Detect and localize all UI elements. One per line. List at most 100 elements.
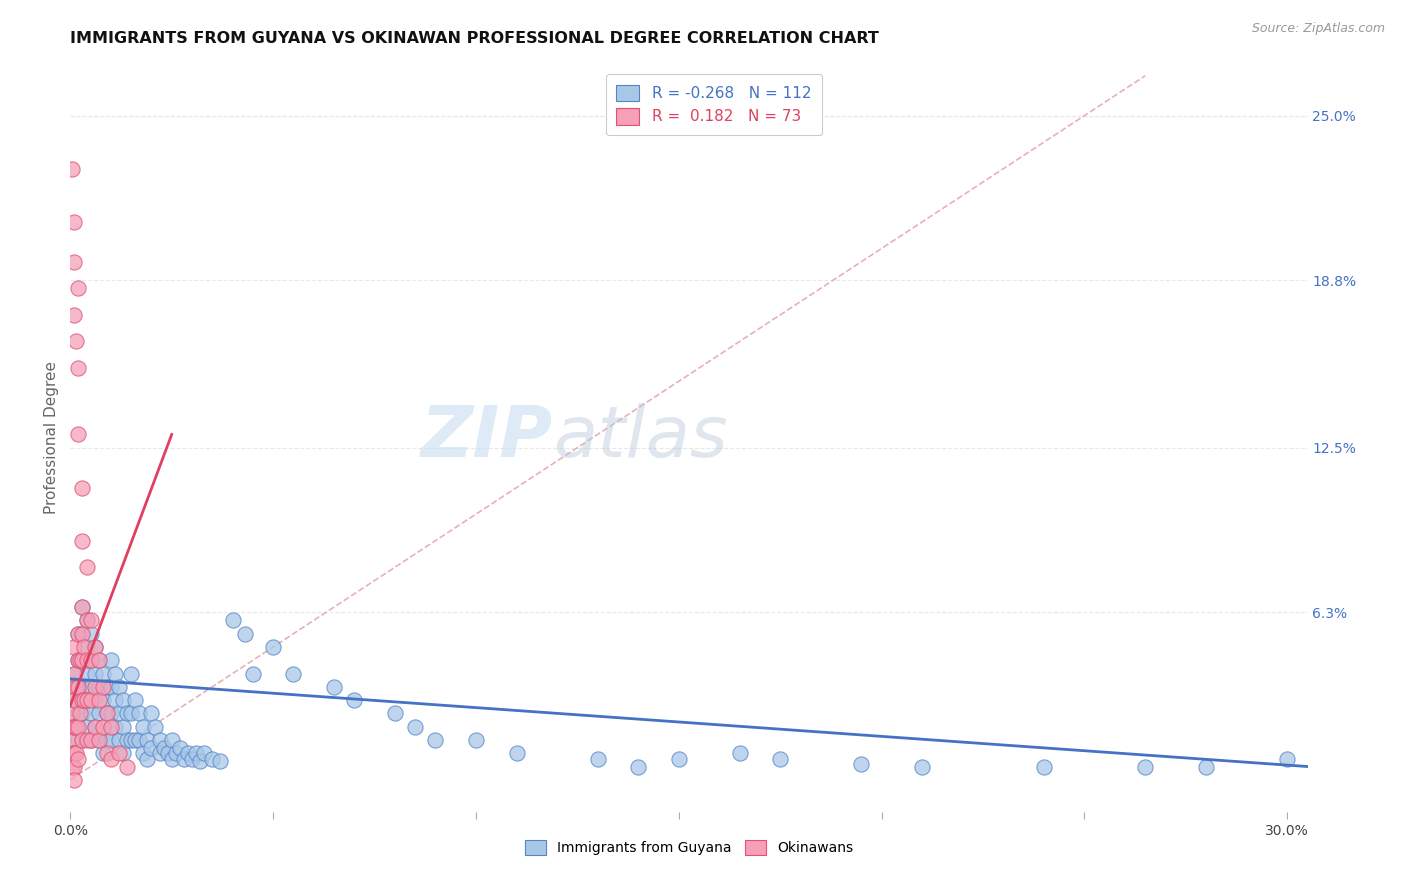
Point bbox=[108, 706, 131, 721]
Point bbox=[108, 733, 131, 747]
Point bbox=[63, 666, 86, 681]
Point bbox=[76, 614, 98, 628]
Point bbox=[87, 706, 110, 721]
Point bbox=[63, 693, 86, 707]
Point bbox=[96, 680, 118, 694]
Point bbox=[136, 751, 159, 765]
Point bbox=[79, 733, 101, 747]
Point bbox=[769, 751, 792, 765]
Point bbox=[79, 653, 101, 667]
Point bbox=[67, 281, 90, 295]
Point bbox=[72, 600, 94, 615]
Point bbox=[136, 733, 159, 747]
Point bbox=[73, 693, 96, 707]
Point bbox=[79, 680, 101, 694]
Point bbox=[104, 666, 127, 681]
Point bbox=[87, 693, 110, 707]
Point bbox=[115, 733, 138, 747]
Point bbox=[141, 706, 163, 721]
Point bbox=[96, 706, 118, 721]
Point bbox=[181, 751, 204, 765]
Point bbox=[79, 626, 101, 640]
Point bbox=[72, 653, 94, 667]
Point bbox=[87, 680, 110, 694]
Point bbox=[63, 746, 86, 760]
Point bbox=[67, 680, 90, 694]
Point bbox=[91, 693, 114, 707]
Point bbox=[91, 746, 114, 760]
Point bbox=[83, 680, 105, 694]
Point bbox=[63, 666, 86, 681]
Point bbox=[76, 720, 98, 734]
Point bbox=[728, 746, 751, 760]
Point bbox=[627, 759, 650, 773]
Point bbox=[67, 626, 90, 640]
Point bbox=[108, 746, 131, 760]
Point bbox=[404, 720, 426, 734]
Point bbox=[911, 759, 934, 773]
Point bbox=[60, 161, 83, 176]
Y-axis label: Professional Degree: Professional Degree bbox=[44, 360, 59, 514]
Point bbox=[169, 741, 191, 756]
Point bbox=[67, 427, 90, 442]
Point bbox=[63, 693, 86, 707]
Point bbox=[201, 751, 224, 765]
Point bbox=[100, 720, 122, 734]
Point bbox=[65, 680, 87, 694]
Point bbox=[148, 746, 170, 760]
Point bbox=[76, 614, 98, 628]
Point bbox=[156, 746, 179, 760]
Text: IMMIGRANTS FROM GUYANA VS OKINAWAN PROFESSIONAL DEGREE CORRELATION CHART: IMMIGRANTS FROM GUYANA VS OKINAWAN PROFE… bbox=[70, 31, 879, 46]
Point bbox=[72, 706, 94, 721]
Point bbox=[173, 751, 195, 765]
Point bbox=[141, 741, 163, 756]
Point bbox=[65, 720, 87, 734]
Point bbox=[76, 693, 98, 707]
Point bbox=[112, 693, 135, 707]
Point bbox=[83, 640, 105, 654]
Point bbox=[76, 560, 98, 574]
Point bbox=[87, 653, 110, 667]
Point bbox=[67, 626, 90, 640]
Point bbox=[115, 759, 138, 773]
Point bbox=[96, 733, 118, 747]
Point bbox=[91, 720, 114, 734]
Point bbox=[145, 720, 167, 734]
Point bbox=[100, 653, 122, 667]
Point bbox=[63, 772, 86, 787]
Point bbox=[1135, 759, 1157, 773]
Point bbox=[188, 754, 211, 768]
Point bbox=[79, 733, 101, 747]
Point bbox=[165, 746, 187, 760]
Point bbox=[60, 720, 83, 734]
Point bbox=[160, 751, 183, 765]
Point bbox=[96, 706, 118, 721]
Point bbox=[83, 640, 105, 654]
Point bbox=[63, 308, 86, 322]
Point bbox=[63, 254, 86, 268]
Point bbox=[505, 746, 527, 760]
Point bbox=[1032, 759, 1054, 773]
Point bbox=[60, 706, 83, 721]
Point bbox=[63, 215, 86, 229]
Point bbox=[76, 653, 98, 667]
Point bbox=[283, 666, 305, 681]
Point bbox=[104, 693, 127, 707]
Point bbox=[69, 653, 91, 667]
Point bbox=[65, 334, 87, 349]
Point bbox=[425, 733, 447, 747]
Point bbox=[67, 680, 90, 694]
Point bbox=[323, 680, 346, 694]
Point bbox=[72, 693, 94, 707]
Point bbox=[221, 614, 243, 628]
Point bbox=[72, 733, 94, 747]
Point bbox=[72, 481, 94, 495]
Point bbox=[124, 733, 146, 747]
Point bbox=[73, 640, 96, 654]
Point bbox=[67, 361, 90, 376]
Point bbox=[60, 733, 83, 747]
Point bbox=[63, 759, 86, 773]
Point bbox=[63, 720, 86, 734]
Point bbox=[112, 720, 135, 734]
Point bbox=[72, 733, 94, 747]
